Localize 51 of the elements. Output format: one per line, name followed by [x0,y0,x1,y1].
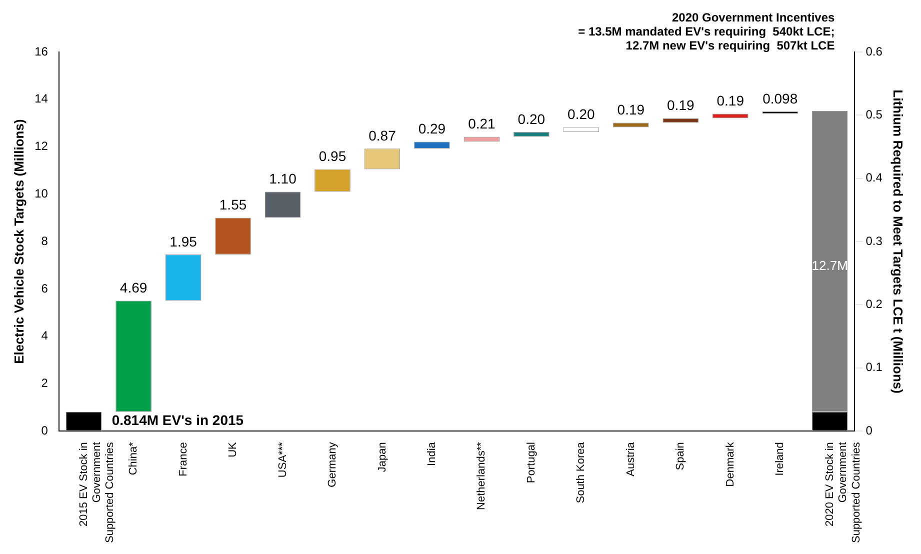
y-tick-label: 6 [41,281,48,296]
y-axis-title: Electric Vehicle Stock Targets (Millions) [11,119,26,364]
x-tick-label: Japan [376,442,388,472]
x-tick-label: Netherlands** [476,441,488,510]
y2-tick-label: 0.2 [866,297,883,312]
y-tick-label: 4 [41,328,48,343]
y2-tick-label: 0.6 [866,44,883,58]
x-tick-label: Spain [674,442,687,470]
x-tick-label: 2020 EV Stock in Government Supported Countries [824,442,862,544]
x-tick-label: China* [128,441,140,476]
annotation: 0.814M EV's in 2015 [112,412,244,428]
x-tick-label: Austria [624,441,637,476]
data-label: 4.69 [120,280,148,296]
data-label: 0.20 [568,106,596,122]
x-tick-label: Germany [326,442,339,488]
data-label: 0.29 [418,120,446,137]
x-tick-label: Denmark [724,442,736,487]
y2-tick-label: 0.5 [866,107,883,122]
data-label: 12.7M [812,258,848,274]
x-tick-label: Portugal [525,442,538,484]
data-label: 0.20 [518,110,546,127]
data-label: 0.95 [318,148,346,164]
x-tick-label: South Korea [575,441,588,504]
y2-tick-label: 0 [866,423,873,438]
x-tick-label: 2015 EV Stock in Government Supported Countries [78,442,116,544]
data-label: 0.098 [762,90,798,106]
x-tick-label: India [426,441,438,466]
data-label: 0.87 [368,127,396,144]
y2-axis-title: Lithium Required to Meet Targets LCE t (Millions) [890,90,906,394]
y2-tick-label: 0.4 [866,170,883,185]
y-tick-label: 12 [34,139,48,154]
y-tick-label: 14 [34,92,48,106]
y-tick-label: 0 [41,423,48,438]
data-label: 1.55 [219,196,247,213]
y-tick-label: 8 [41,234,48,248]
data-label: 0.19 [667,97,694,114]
y2-tick-label: 0.3 [866,234,883,248]
x-tick-label: France [177,442,190,476]
x-tick-label: Ireland [774,442,786,476]
y-tick-label: 16 [34,44,48,58]
y2-tick-label: 0.1 [866,360,883,374]
data-label: 1.10 [269,170,297,187]
x-tick-label: UK [227,441,240,458]
x-tick-label: USA*** [276,441,289,478]
data-label: 0.21 [468,116,496,132]
data-label: 0.19 [716,92,744,109]
data-label: 1.95 [170,233,198,250]
data-label: 0.19 [617,102,645,118]
annotation: 2020 Government Incentives = 13.5M mandated EV's requiring 540kt LCE; 12.7M new EV's requiring 507kt LCE [578,10,836,52]
y-tick-label: 2 [41,376,48,390]
y-tick-label: 10 [34,186,48,200]
